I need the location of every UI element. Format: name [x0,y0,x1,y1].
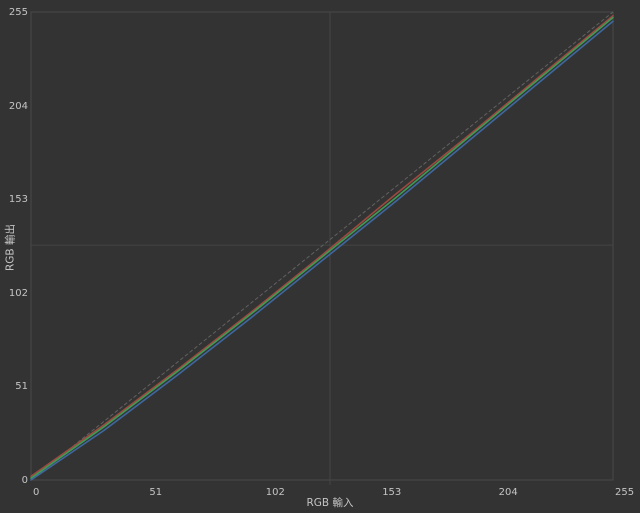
x-tick-label-204: 204 [498,487,518,498]
curve-reference-diagonal [30,11,614,481]
y-tick-label-204: 204 [8,100,28,112]
curve-blue-channel [30,20,614,481]
x-tick-label-255: 255 [615,487,635,498]
y-tick-label-51: 51 [15,381,28,393]
y-axis-title: RGB 輸出 [4,224,17,271]
x-tick-label-51: 51 [149,487,163,498]
x-tick-label-153: 153 [382,487,402,498]
plot-frame [30,11,614,481]
y-tick-label-102: 102 [8,287,28,299]
x-tick-label-0: 0 [33,487,40,498]
curve-red-channel [30,14,614,478]
x-tick-label-102: 102 [265,487,285,498]
x-axis-title: RGB 輸入 [306,497,354,509]
y-tick-label-255: 255 [8,7,28,18]
curve-green-channel [30,16,614,480]
y-tick-label-153: 153 [8,194,28,206]
y-tick-label-0: 0 [21,475,28,486]
